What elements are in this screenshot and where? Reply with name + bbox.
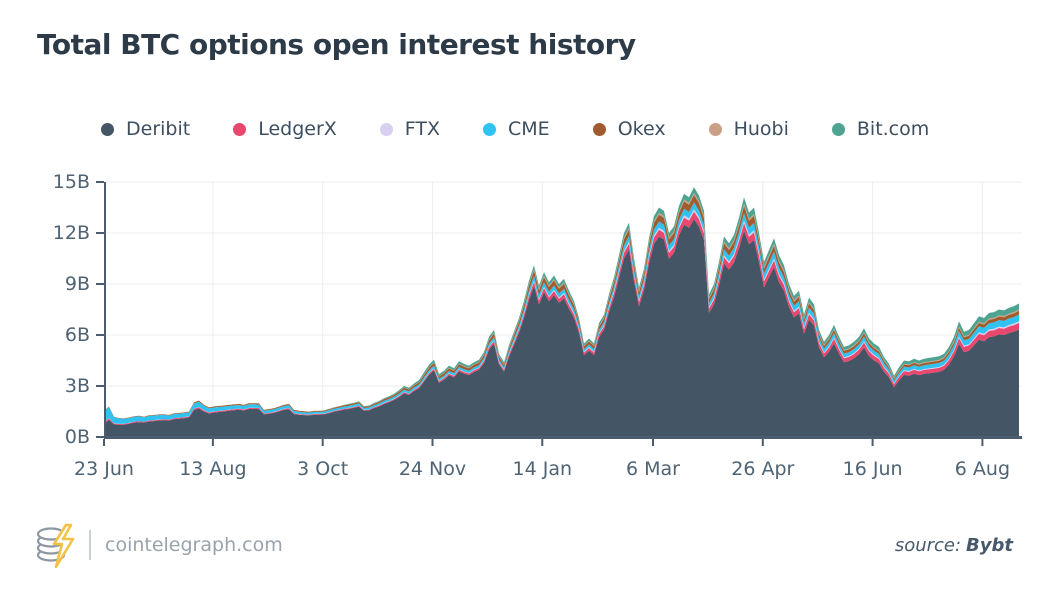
y-axis-labels: 0B 3B 6B 9B 12B 15B: [28, 171, 90, 448]
chart-legend: Deribit LedgerX FTX CME Okex Huobi Bit.com: [101, 118, 929, 140]
legend-item-ledgerx[interactable]: LedgerX: [233, 118, 337, 140]
x-tick-label: 13 Aug: [179, 458, 247, 480]
x-tick-label: 23 Jun: [74, 458, 134, 480]
legend-label: CME: [508, 118, 550, 140]
chart-title: Total BTC options open interest history: [37, 28, 636, 61]
plot-area: [96, 181, 1022, 446]
y-tick-label: 6B: [64, 324, 90, 346]
legend-item-cme[interactable]: CME: [483, 118, 550, 140]
legend-dot-ledgerx: [233, 122, 247, 136]
brand-text: cointelegraph.com: [105, 534, 283, 556]
legend-label: Deribit: [126, 118, 191, 140]
legend-label: FTX: [404, 118, 441, 140]
cointelegraph-logo-icon: [36, 523, 75, 569]
x-tick-label: 6 Aug: [954, 458, 1011, 480]
x-tick-label: 24 Nov: [398, 458, 467, 480]
legend-item-bitcom[interactable]: Bit.com: [831, 118, 930, 140]
legend-dot-deribit: [101, 122, 114, 136]
y-tick-label: 15B: [52, 171, 90, 193]
legend-dot-cme: [483, 122, 497, 136]
footer-divider: [89, 530, 91, 560]
source-value: Bybt: [966, 535, 1013, 556]
x-tick-label: 3 Oct: [297, 458, 349, 480]
y-tick-label: 12B: [52, 222, 90, 244]
legend-item-huobi[interactable]: Huobi: [708, 118, 789, 140]
x-tick-label: 14 Jan: [512, 458, 573, 480]
source-attribution: source: Bybt: [895, 535, 1013, 556]
x-tick-label: 26 Apr: [731, 458, 795, 480]
legend-item-ftx[interactable]: FTX: [379, 118, 441, 140]
footer: cointelegraph.com source: Bybt: [0, 518, 1050, 578]
legend-label: Okex: [617, 118, 666, 140]
legend-label: LedgerX: [258, 118, 337, 140]
x-axis-labels: 23 Jun 13 Aug 3 Oct 24 Nov 14 Jan 6 Mar 26 Apr…: [74, 452, 1019, 482]
x-tick-label: 6 Mar: [626, 458, 680, 480]
legend-item-okex[interactable]: Okex: [592, 118, 666, 140]
x-tick-label: 16 Jun: [842, 458, 903, 480]
legend-label: Bit.com: [856, 118, 930, 140]
source-label: source:: [894, 535, 962, 556]
legend-dot-ftx: [379, 122, 393, 136]
legend-dot-bitcom: [831, 122, 845, 136]
legend-dot-okex: [592, 122, 606, 136]
lightning-bolt-icon: [52, 523, 75, 569]
y-tick-label: 0B: [64, 426, 90, 448]
legend-label: Huobi: [733, 118, 789, 140]
y-tick-label: 3B: [64, 375, 90, 397]
area-series-deribit: [104, 219, 1019, 437]
y-tick-label: 9B: [64, 273, 90, 295]
legend-dot-huobi: [708, 122, 722, 136]
legend-item-deribit[interactable]: Deribit: [101, 118, 190, 140]
